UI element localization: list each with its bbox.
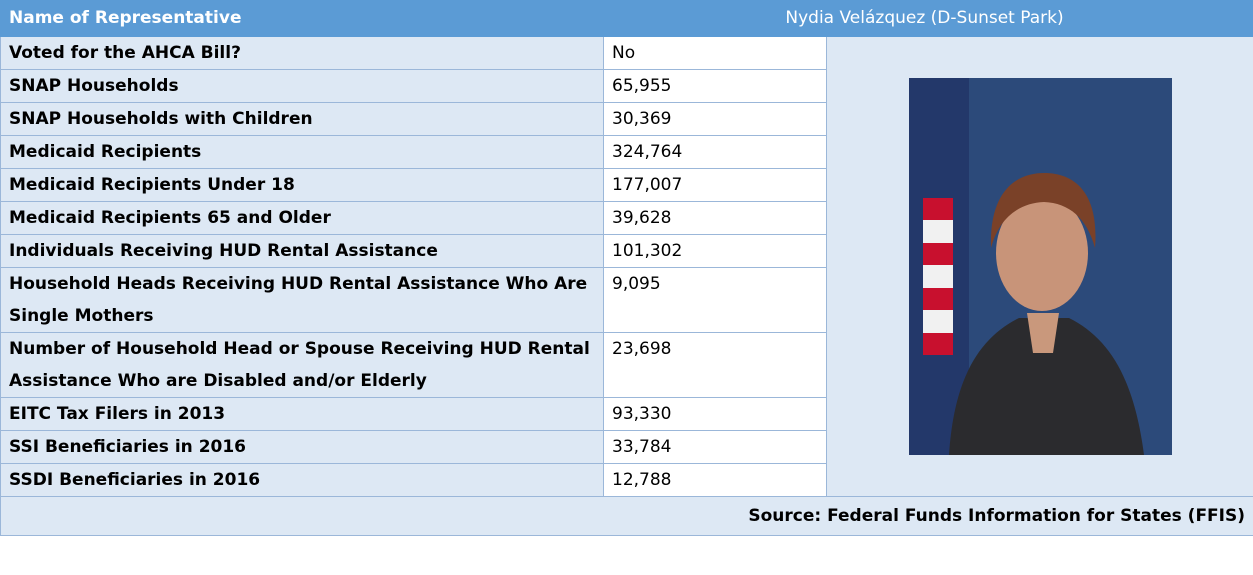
source-note: Source: Federal Funds Information for St…	[1, 497, 1253, 536]
row-label: Medicaid Recipients Under 18	[1, 169, 604, 202]
row-value: 93,330	[604, 398, 827, 431]
page: Name of Representative Nydia Velázquez (…	[0, 0, 1253, 575]
representative-photo	[909, 78, 1172, 455]
row-value: 324,764	[604, 136, 827, 169]
row-value: 23,698	[604, 333, 827, 398]
table-row: Voted for the AHCA Bill?No	[1, 37, 1253, 70]
row-value: 39,628	[604, 202, 827, 235]
row-label: Medicaid Recipients 65 and Older	[1, 202, 604, 235]
rep-table: Name of Representative Nydia Velázquez (…	[0, 0, 1253, 536]
row-value: 9,095	[604, 268, 827, 333]
row-label: SNAP Households with Children	[1, 103, 604, 136]
row-label: Number of Household Head or Spouse Recei…	[1, 333, 604, 398]
row-value: 101,302	[604, 235, 827, 268]
row-label: Individuals Receiving HUD Rental Assista…	[1, 235, 604, 268]
row-label: Voted for the AHCA Bill?	[1, 37, 604, 70]
header-row: Name of Representative Nydia Velázquez (…	[1, 1, 1253, 37]
row-label: SNAP Households	[1, 70, 604, 103]
row-value: 65,955	[604, 70, 827, 103]
row-value: 177,007	[604, 169, 827, 202]
header-title: Name of Representative	[1, 1, 604, 37]
row-label: SSDI Beneficiaries in 2016	[1, 464, 604, 497]
row-label: Medicaid Recipients	[1, 136, 604, 169]
row-label: Household Heads Receiving HUD Rental Ass…	[1, 268, 604, 333]
row-value: 12,788	[604, 464, 827, 497]
row-label: EITC Tax Filers in 2013	[1, 398, 604, 431]
source-row: Source: Federal Funds Information for St…	[1, 497, 1253, 536]
header-name: Nydia Velázquez (D-Sunset Park)	[604, 1, 1253, 37]
photo-cell	[827, 37, 1253, 497]
row-value: No	[604, 37, 827, 70]
row-value: 33,784	[604, 431, 827, 464]
row-value: 30,369	[604, 103, 827, 136]
row-label: SSI Beneficiaries in 2016	[1, 431, 604, 464]
